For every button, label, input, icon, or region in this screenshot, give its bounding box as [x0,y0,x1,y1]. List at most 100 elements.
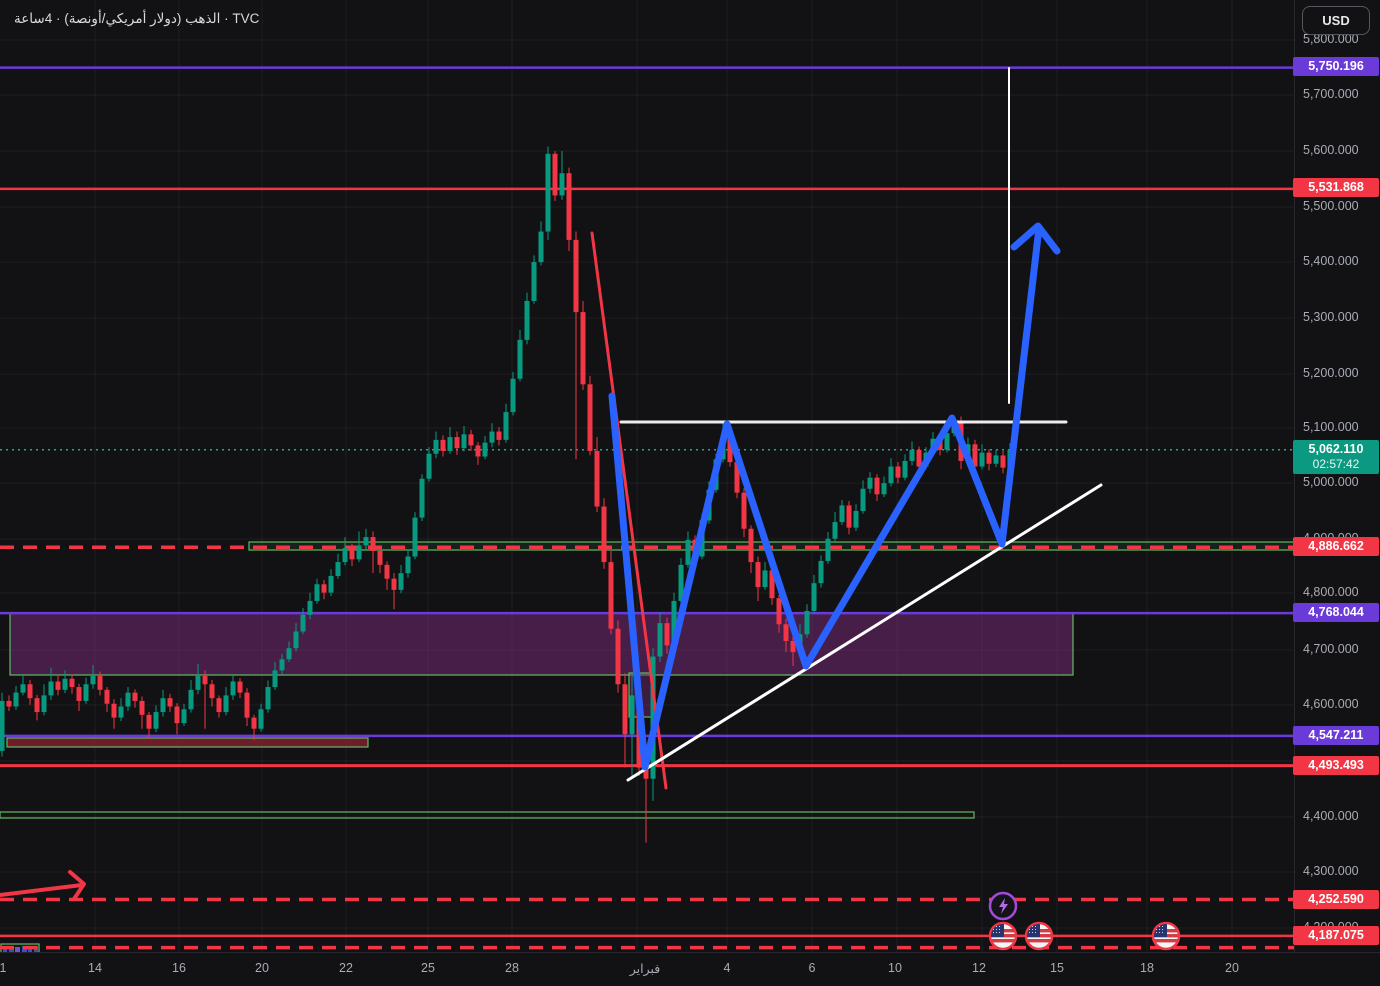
candle [342,537,348,566]
candle [62,670,68,694]
candle [818,555,824,588]
candle [230,674,236,700]
candle [559,151,565,200]
price-badge: 5,750.196 [1293,57,1379,76]
time-axis-label: 28 [505,961,519,975]
candle [489,423,495,448]
candle [244,688,250,726]
candle [447,427,453,454]
candle [853,504,859,531]
candle [300,608,306,635]
us-flag-event-icon[interactable] [1024,921,1054,951]
volume-bar [28,947,32,952]
candle [832,512,838,543]
us-flag-event-icon[interactable] [1151,921,1181,951]
candle [34,694,40,721]
candle [188,679,194,713]
candle [426,447,432,482]
candle [307,592,313,620]
price-badge: 4,493.493 [1293,756,1379,775]
candle [160,689,166,717]
time-axis-label: 6 [808,961,816,975]
candle [384,561,390,590]
blue-arrowhead[interactable] [1010,222,1061,255]
candle [503,403,509,443]
price-badge: 4,886.662 [1293,537,1379,556]
candle [48,667,54,700]
volume-bar [3,947,7,952]
time-axis-label: 20 [1225,961,1239,975]
candle [209,679,215,707]
lightning-event-icon[interactable] [988,891,1018,921]
candle [55,675,61,696]
purple-supply-zone[interactable] [9,612,1074,676]
candle [181,703,187,726]
candle [524,292,530,345]
candle [482,435,488,460]
volume-bar [15,947,20,952]
price-axis-label: 4,700.000 [1303,642,1359,656]
price-axis-label: 4,400.000 [1303,809,1359,823]
candle [97,671,103,696]
candle [860,480,866,514]
time-axis-label: 20 [255,961,269,975]
candle [594,437,600,513]
symbol-title[interactable]: TVC · الذهب (دولار أمريكي/أونصة) · 4ساعة [14,11,260,26]
chart-canvas[interactable] [0,0,1294,952]
red-arrow-shaft[interactable] [0,883,84,897]
us-flag-event-icon[interactable] [988,921,1018,951]
candle [986,449,992,471]
time-axis-label: 25 [421,961,435,975]
red-trendline[interactable] [590,231,668,790]
price-axis-label: 5,100.000 [1303,420,1359,434]
candle [405,549,411,578]
price-badge: 5,062.110 02:57:42 [1293,440,1379,474]
candle [118,698,124,721]
price-axis[interactable]: 5,800.000 5,700.000 5,600.000 5,500.000 5,40… [1293,0,1380,952]
price-axis-label: 5,000.000 [1303,475,1359,489]
candle [531,255,537,304]
candle [517,329,523,382]
candle [216,695,222,718]
currency-button[interactable]: USD [1302,6,1370,35]
candle [293,623,299,652]
candle [419,474,425,521]
candle [321,579,327,600]
candle [167,693,173,713]
time-axis-label: 16 [172,961,186,975]
candle [13,685,19,710]
candle [839,499,845,525]
candle [811,574,817,614]
candle [510,372,516,416]
candle [76,683,82,711]
price-badge: 4,768.044 [1293,603,1379,622]
candle [748,525,754,574]
chart-area[interactable] [0,0,1294,952]
blue-zigzag[interactable] [608,224,1043,771]
time-axis-label: 22 [339,961,353,975]
red-arrowhead[interactable] [68,870,86,901]
maroon-strip[interactable] [6,737,369,748]
candle [580,300,586,390]
candle [363,528,369,550]
price-axis-label: 4,800.000 [1303,585,1359,599]
candle [412,512,418,560]
candle [888,458,894,487]
candle [622,673,628,768]
price-axis-label: 4,300.000 [1303,864,1359,878]
white-trendline[interactable] [626,483,1103,782]
candle [573,231,579,460]
candle [881,476,887,498]
candle [846,500,852,535]
candle [867,472,873,494]
time-axis-label: 10 [888,961,902,975]
time-axis[interactable]: 1 14 16 20 22 25 28 فبراير 4 6 10 12 15 18 20 [0,952,1380,986]
price-axis-label: 5,600.000 [1303,143,1359,157]
candle [69,674,75,694]
candle [552,151,558,201]
time-axis-label: 1 [0,961,7,975]
green-thin-box[interactable] [0,811,975,819]
time-axis-label: فبراير [629,962,661,976]
candle [174,703,180,735]
candle [41,684,47,716]
